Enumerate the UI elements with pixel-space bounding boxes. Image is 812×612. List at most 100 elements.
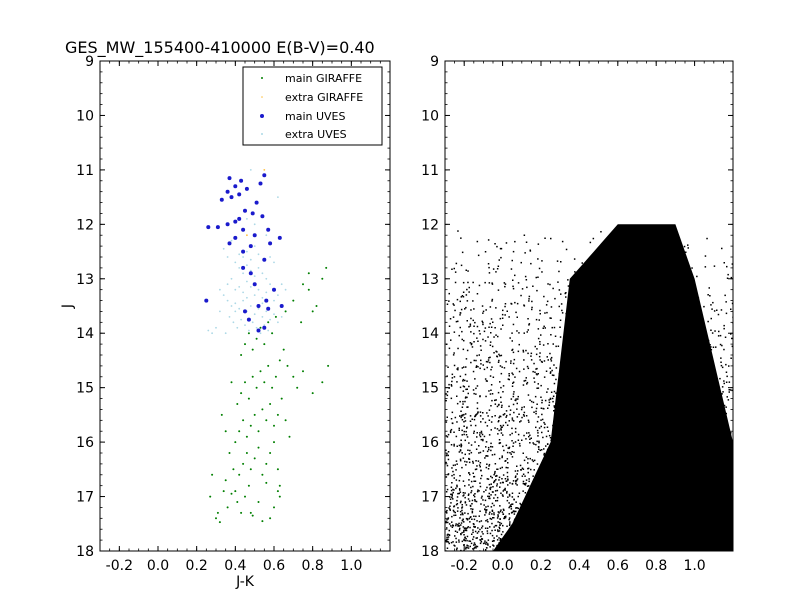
field-star-point bbox=[474, 378, 476, 380]
field-star-point bbox=[510, 302, 512, 305]
field-star-point bbox=[649, 519, 652, 521]
field-star-point bbox=[527, 471, 529, 474]
scatter-point-extra-uves bbox=[249, 305, 252, 307]
field-star-point bbox=[723, 262, 725, 264]
legend-label: main GIRAFFE bbox=[285, 72, 362, 85]
field-star-point bbox=[535, 513, 537, 515]
field-star-point bbox=[446, 391, 449, 393]
field-star-point bbox=[506, 310, 508, 312]
field-star-point bbox=[476, 337, 478, 339]
field-star-point bbox=[462, 480, 465, 482]
field-star-point bbox=[494, 472, 496, 474]
field-star-point bbox=[497, 433, 499, 435]
field-star-point bbox=[532, 460, 535, 463]
field-star-point bbox=[456, 395, 458, 397]
field-star-point bbox=[539, 497, 542, 500]
y-tick-label: 10 bbox=[76, 108, 94, 124]
field-star-point bbox=[499, 544, 502, 546]
field-star-point bbox=[502, 445, 504, 448]
field-star-point bbox=[461, 531, 463, 534]
field-star-point bbox=[473, 341, 475, 343]
field-star-point bbox=[708, 349, 711, 352]
field-star-point bbox=[450, 444, 453, 446]
field-star-point bbox=[549, 457, 551, 460]
field-star-point bbox=[646, 358, 648, 360]
field-star-point bbox=[731, 518, 733, 521]
field-star-point bbox=[478, 464, 481, 466]
field-star-point bbox=[520, 420, 522, 422]
field-star-point bbox=[721, 501, 723, 503]
field-star-point bbox=[498, 416, 500, 419]
field-star-point bbox=[535, 318, 538, 321]
field-star-point bbox=[480, 363, 482, 365]
field-star-point bbox=[533, 411, 535, 413]
field-star-point bbox=[561, 240, 564, 243]
field-star-point bbox=[696, 318, 698, 320]
field-star-point bbox=[544, 477, 546, 480]
field-star-point bbox=[707, 294, 709, 296]
field-star-point bbox=[642, 533, 644, 536]
field-star-point bbox=[457, 230, 459, 232]
field-star-point bbox=[514, 523, 516, 526]
scatter-point-main-uves bbox=[206, 225, 211, 230]
field-star-point bbox=[470, 424, 472, 427]
scatter-point-main-giraffe bbox=[242, 419, 245, 422]
field-star-point bbox=[700, 312, 703, 314]
field-star-point bbox=[540, 449, 543, 451]
field-star-point bbox=[474, 415, 477, 417]
field-star-point bbox=[509, 409, 512, 411]
field-star-point bbox=[500, 354, 503, 357]
scatter-point-main-giraffe bbox=[255, 386, 258, 389]
field-star-point bbox=[551, 456, 554, 458]
field-star-point bbox=[511, 385, 514, 387]
field-star-point bbox=[464, 453, 466, 456]
field-star-point bbox=[471, 418, 473, 420]
field-star-point bbox=[520, 261, 522, 264]
field-star-point bbox=[512, 420, 515, 422]
field-star-point bbox=[556, 465, 558, 467]
field-star-point bbox=[501, 426, 503, 428]
scatter-point-main-giraffe bbox=[263, 381, 266, 384]
y-tick-label: 16 bbox=[421, 435, 439, 451]
field-star-point bbox=[647, 486, 650, 488]
field-star-point bbox=[464, 502, 467, 504]
field-star-point bbox=[456, 496, 459, 498]
legend-box bbox=[242, 66, 383, 146]
field-star-point bbox=[566, 315, 568, 318]
field-star-point bbox=[532, 442, 534, 444]
field-star-point bbox=[508, 493, 511, 496]
field-star-point bbox=[498, 512, 500, 514]
field-star-point bbox=[524, 505, 527, 507]
field-star-point bbox=[499, 365, 502, 367]
field-star-point bbox=[540, 384, 542, 387]
field-star-point bbox=[460, 549, 462, 551]
field-star-point bbox=[506, 547, 509, 549]
field-star-point bbox=[459, 386, 462, 389]
field-star-point bbox=[614, 458, 616, 460]
field-star-point bbox=[456, 298, 459, 301]
field-star-point bbox=[714, 532, 716, 535]
field-star-point bbox=[488, 492, 490, 495]
field-star-point bbox=[528, 323, 531, 325]
field-star-point bbox=[700, 373, 702, 375]
field-star-point bbox=[709, 393, 712, 395]
field-star-point bbox=[500, 509, 502, 511]
field-star-point bbox=[559, 440, 561, 443]
field-star-point bbox=[494, 327, 496, 329]
field-star-point bbox=[530, 262, 532, 265]
field-star-point bbox=[562, 362, 565, 364]
field-star-point bbox=[601, 388, 603, 390]
field-star-point bbox=[669, 414, 671, 416]
field-star-point bbox=[550, 358, 552, 360]
field-star-point bbox=[459, 501, 462, 504]
field-star-point bbox=[511, 482, 514, 485]
field-star-point bbox=[715, 413, 718, 415]
field-star-point bbox=[476, 432, 478, 434]
field-star-point bbox=[490, 442, 492, 445]
field-star-point bbox=[631, 320, 633, 322]
field-star-point bbox=[491, 529, 493, 532]
field-star-point bbox=[519, 464, 522, 467]
x-tick-label: 0.4 bbox=[568, 558, 590, 574]
field-star-point bbox=[672, 474, 674, 476]
